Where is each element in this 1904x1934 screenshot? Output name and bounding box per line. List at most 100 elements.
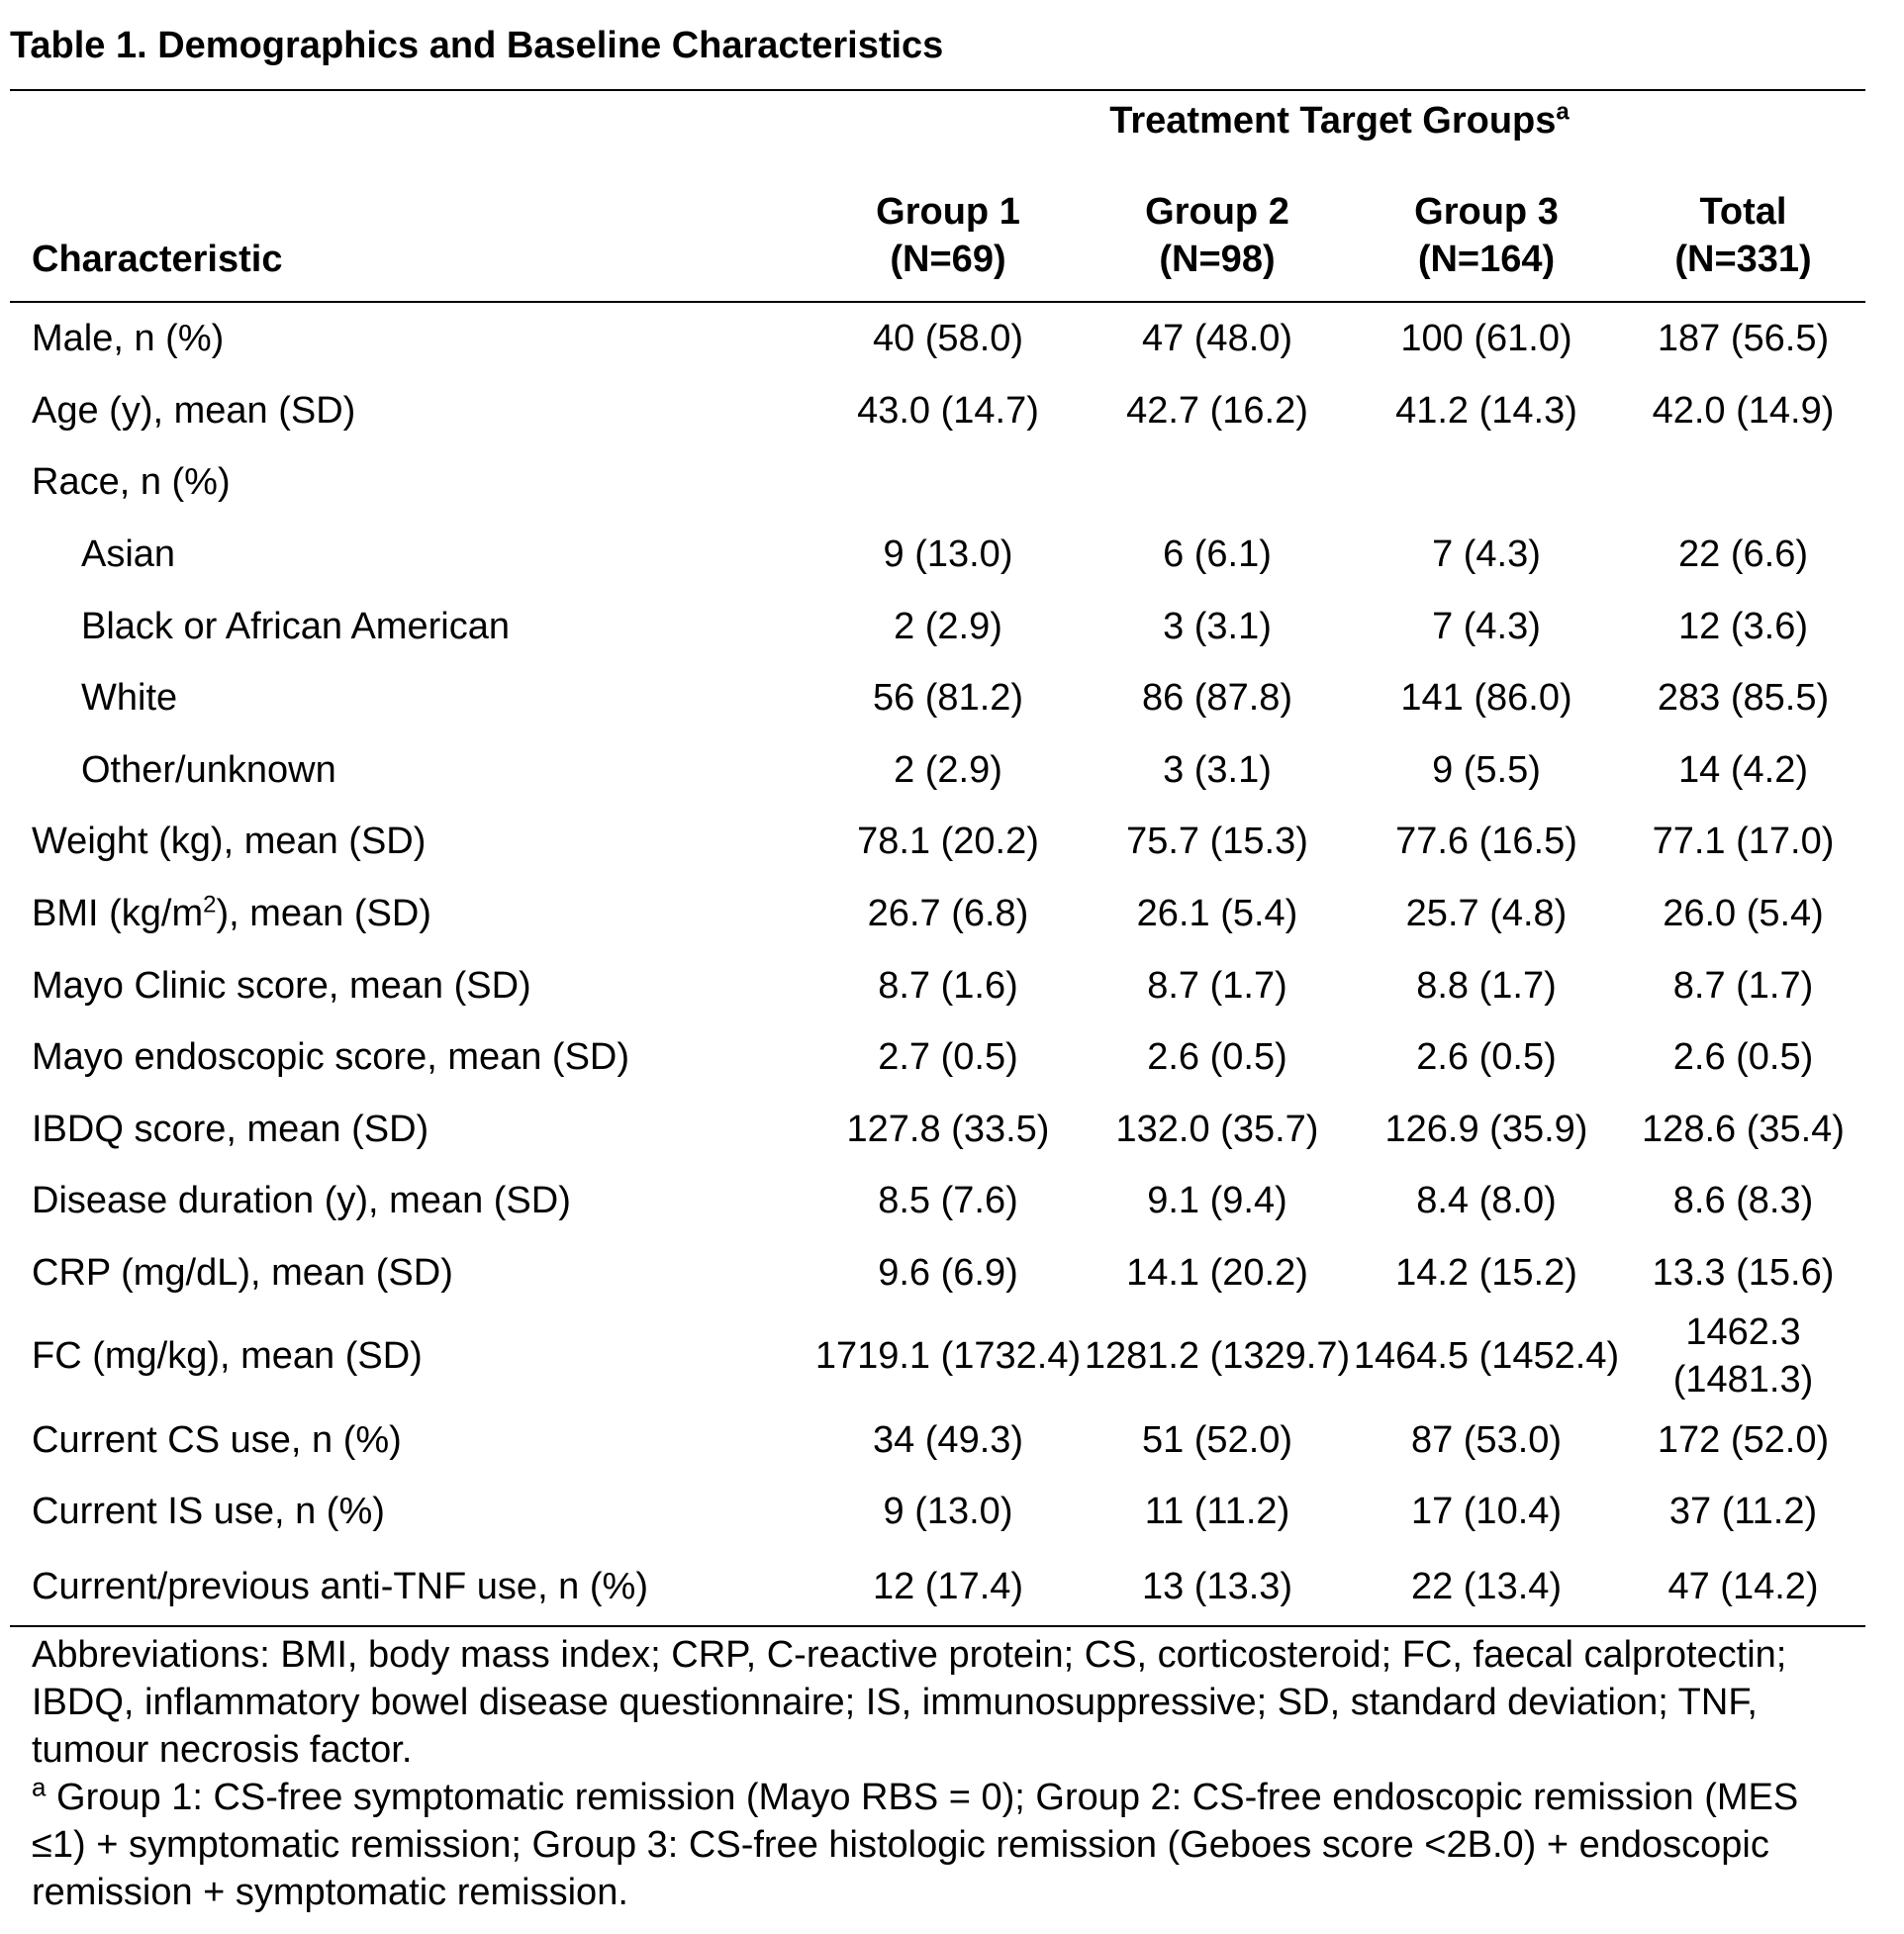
row-label: White <box>81 677 178 720</box>
cell-value <box>813 446 1083 519</box>
row-label: FC (mg/kg), mean (SD) <box>32 1335 423 1378</box>
bottom-rule <box>10 1624 1865 1627</box>
row-label: Mayo endoscopic score, mean (SD) <box>32 1036 630 1079</box>
table-row: Weight (kg), mean (SD) 78.1 (20.2) 75.7 … <box>10 806 1865 878</box>
table-row: Mayo Clinic score, mean (SD) 8.7 (1.6) 8… <box>10 949 1865 1021</box>
cell-value: 6 (6.1) <box>1163 533 1272 576</box>
cell-value: 22 (6.6) <box>1678 533 1808 576</box>
column-n: (N=69) <box>890 239 1006 280</box>
label-superscript: 2 <box>203 891 217 919</box>
cell-value: 11 (11.2) <box>1144 1491 1290 1533</box>
table-row: Age (y), mean (SD) 43.0 (14.7) 42.7 (16.… <box>10 375 1865 447</box>
cell-value: 3 (3.1) <box>1163 605 1272 647</box>
cell-value: 7 (4.3) <box>1432 533 1541 576</box>
cell-value: 141 (86.0) <box>1400 677 1572 720</box>
table-row: Race, n (%) <box>10 446 1865 519</box>
cell-value: 8.4 (8.0) <box>1416 1180 1557 1222</box>
group-header-footnote-marker: a <box>1556 97 1570 125</box>
cell-value <box>1621 446 1865 519</box>
cell-value: 132.0 (35.7) <box>1115 1108 1319 1150</box>
cell-value: 78.1 (20.2) <box>857 821 1039 863</box>
cell-value: 47 (48.0) <box>1141 318 1293 360</box>
column-name: Group 2 <box>1145 191 1289 233</box>
row-label: Male, n (%) <box>32 318 225 360</box>
cell-value <box>1083 446 1352 519</box>
cell-value: 100 (61.0) <box>1400 318 1572 360</box>
row-label: Asian <box>81 533 176 576</box>
row-label: Current CS use, n (%) <box>32 1418 402 1461</box>
cell-value: 2.6 (0.5) <box>1672 1036 1814 1079</box>
cell-value: 87 (53.0) <box>1410 1418 1563 1461</box>
column-n: (N=164) <box>1417 239 1556 280</box>
row-label: Weight (kg), mean (SD) <box>32 821 427 863</box>
column-name: Total <box>1699 191 1787 233</box>
group-definitions-note: a Group 1: CS-free symptomatic remission… <box>32 1774 1853 1916</box>
table-row: Black or African American 2 (2.9) 3 (3.1… <box>10 590 1865 662</box>
column-n: (N=331) <box>1674 239 1812 280</box>
cell-value: 1281.2 (1329.7) <box>1084 1335 1351 1378</box>
cell-value: 126.9 (35.9) <box>1384 1108 1588 1150</box>
group-header-spacer <box>10 91 813 150</box>
cell-value: 127.8 (33.5) <box>846 1108 1050 1150</box>
cell-value: 8.5 (7.6) <box>878 1180 1018 1222</box>
cell-value: 77.1 (17.0) <box>1652 821 1835 863</box>
cell-value: 26.7 (6.8) <box>867 893 1029 935</box>
row-label: BMI (kg/m2), mean (SD) <box>10 878 813 950</box>
cell-value: 41.2 (14.3) <box>1395 389 1577 432</box>
cell-value: 51 (52.0) <box>1141 1418 1293 1461</box>
table-row: Mayo endoscopic score, mean (SD) 2.7 (0.… <box>10 1021 1865 1094</box>
cell-value: 14.1 (20.2) <box>1126 1252 1308 1295</box>
group-definitions-text: Group 1: CS-free symptomatic remission (… <box>32 1776 1799 1913</box>
cell-value: 172 (52.0) <box>1657 1418 1830 1461</box>
row-label: Race, n (%) <box>32 461 231 504</box>
column-n: (N=98) <box>1159 239 1276 280</box>
cell-value: 12 (3.6) <box>1678 605 1808 647</box>
table-row: Current/previous anti-TNF use, n (%) 12 … <box>10 1548 1865 1625</box>
cell-value: 47 (14.2) <box>1667 1565 1819 1607</box>
row-label: CRP (mg/dL), mean (SD) <box>32 1252 453 1295</box>
table-title: Table 1. Demographics and Baseline Chara… <box>10 25 944 66</box>
cell-value: 9.1 (9.4) <box>1147 1180 1287 1222</box>
cell-value: 8.8 (1.7) <box>1416 964 1557 1007</box>
row-label: Current/previous anti-TNF use, n (%) <box>32 1565 648 1607</box>
row-label: Age (y), mean (SD) <box>32 389 356 432</box>
table-row: IBDQ score, mean (SD) 127.8 (33.5) 132.0… <box>10 1094 1865 1166</box>
treatment-target-groups-header: Treatment Target Groupsa <box>813 91 1865 150</box>
cell-value: 9.6 (6.9) <box>878 1252 1018 1295</box>
cell-value: 13.3 (15.6) <box>1652 1252 1835 1295</box>
top-rule <box>10 89 1865 91</box>
table-row: Disease duration (y), mean (SD) 8.5 (7.6… <box>10 1165 1865 1237</box>
cell-value: 25.7 (4.8) <box>1405 893 1568 935</box>
label-part: BMI (kg/m <box>32 893 204 935</box>
cell-value: 2.6 (0.5) <box>1416 1036 1557 1079</box>
cell-value: 56 (81.2) <box>872 677 1024 720</box>
cell-value: 9 (13.0) <box>883 533 1013 576</box>
table-footnotes: Abbreviations: BMI, body mass index; CRP… <box>10 1631 1853 1916</box>
cell-value: 8.7 (1.7) <box>1147 964 1287 1007</box>
group-header-text: Treatment Target Groups <box>1109 99 1557 142</box>
row-label: Other/unknown <box>81 748 336 791</box>
table-row: Current IS use, n (%) 9 (13.0) 11 (11.2)… <box>10 1476 1865 1548</box>
column-header-group-1: Group 1 (N=69) <box>813 150 1083 302</box>
row-label: IBDQ score, mean (SD) <box>32 1108 429 1150</box>
cell-value: 1464.5 (1452.4) <box>1353 1335 1620 1378</box>
column-name: Group 1 <box>876 191 1020 233</box>
group-header-row: Treatment Target Groupsa <box>10 91 1865 150</box>
footnote-marker: a <box>32 1771 47 1801</box>
cell-value: 26.1 (5.4) <box>1136 893 1298 935</box>
table-row: Other/unknown 2 (2.9) 3 (3.1) 9 (5.5) 14… <box>10 734 1865 807</box>
column-header-group-2: Group 2 (N=98) <box>1083 150 1352 302</box>
label-part: ), mean (SD) <box>216 893 431 935</box>
cell-value: 1462.3 (1481.3) <box>1672 1311 1814 1402</box>
cell-value: 40 (58.0) <box>872 318 1024 360</box>
table-row: FC (mg/kg), mean (SD) 1719.1 (1732.4) 12… <box>10 1308 1865 1403</box>
cell-value: 14.2 (15.2) <box>1395 1252 1577 1295</box>
row-label: Mayo Clinic score, mean (SD) <box>32 964 531 1007</box>
column-name: Group 3 <box>1414 191 1559 233</box>
cell-value: 37 (11.2) <box>1668 1491 1818 1533</box>
table-row: Asian 9 (13.0) 6 (6.1) 7 (4.3) 22 (6.6) <box>10 519 1865 591</box>
cell-value: 2 (2.9) <box>894 748 1002 791</box>
document: Table 1. Demographics and Baseline Chara… <box>10 22 1870 1916</box>
table-row: CRP (mg/dL), mean (SD) 9.6 (6.9) 14.1 (2… <box>10 1237 1865 1309</box>
cell-value: 42.0 (14.9) <box>1652 389 1835 432</box>
